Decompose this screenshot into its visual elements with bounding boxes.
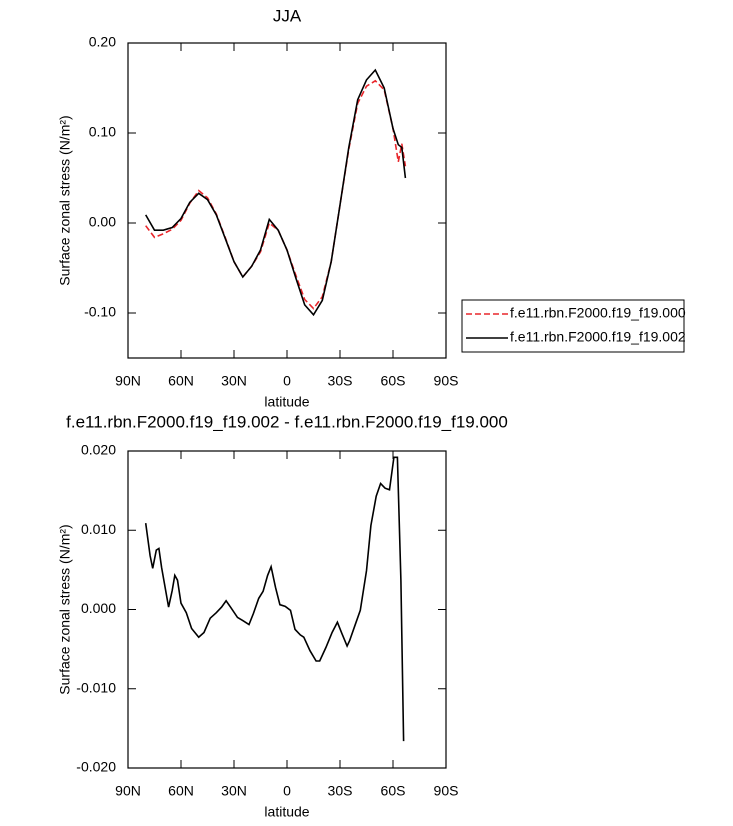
chart-panel: f.e11.rbn.F2000.f19_f19.002 - f.e11.rbn.… bbox=[57, 412, 508, 819]
plot-frame bbox=[127, 42, 447, 359]
x-tick-label: 60S bbox=[381, 783, 406, 799]
x-tick-label: 0 bbox=[283, 783, 291, 799]
data-line bbox=[145, 79, 407, 310]
x-tick-label: 90S bbox=[434, 373, 459, 389]
data-line bbox=[144, 456, 405, 742]
chart-title: JJA bbox=[273, 6, 302, 25]
data-line bbox=[145, 68, 407, 317]
y-tick-label: 0.20 bbox=[89, 34, 116, 50]
x-tick-label: 30S bbox=[328, 373, 353, 389]
x-tick-label: 30N bbox=[221, 783, 247, 799]
chart-panel: JJA 0.20 0.10 0.00 -0.10 90N 60N 30N 0 30S 60S 90S l… bbox=[57, 6, 686, 409]
y-tick-label: 0.00 bbox=[89, 214, 116, 230]
plot-frame bbox=[127, 450, 447, 769]
y-axis-label: Surface zonal stress (N/m²) bbox=[57, 524, 73, 694]
x-tick-label: 60S bbox=[381, 373, 406, 389]
y-axis-label: Surface zonal stress (N/m²) bbox=[57, 115, 73, 285]
chart-title: f.e11.rbn.F2000.f19_f19.002 - f.e11.rbn.… bbox=[66, 412, 508, 431]
x-tick-label: 90N bbox=[115, 373, 141, 389]
x-tick-label: 30N bbox=[221, 373, 247, 389]
x-tick-label: 90S bbox=[434, 783, 459, 799]
y-tick-label: 0.10 bbox=[89, 124, 116, 140]
y-tick-label: -0.010 bbox=[76, 679, 116, 695]
x-tick-label: 90N bbox=[115, 783, 141, 799]
x-axis-label: latitude bbox=[264, 804, 309, 820]
x-axis-label: latitude bbox=[264, 394, 309, 410]
x-tick-label: 0 bbox=[283, 373, 291, 389]
legend-label: f.e11.rbn.F2000.f19_f19.000 bbox=[510, 305, 686, 321]
y-tick-label: 0.010 bbox=[81, 521, 116, 537]
x-tick-label: 60N bbox=[168, 783, 194, 799]
y-tick-label: 0.020 bbox=[81, 442, 116, 458]
legend-label: f.e11.rbn.F2000.f19_f19.002 bbox=[510, 329, 686, 345]
x-tick-label: 30S bbox=[328, 783, 353, 799]
y-tick-label: 0.000 bbox=[81, 600, 116, 616]
x-tick-label: 60N bbox=[168, 373, 194, 389]
y-tick-label: -0.10 bbox=[84, 304, 116, 320]
legend-frame bbox=[461, 299, 685, 353]
y-tick-label: -0.020 bbox=[76, 759, 116, 775]
